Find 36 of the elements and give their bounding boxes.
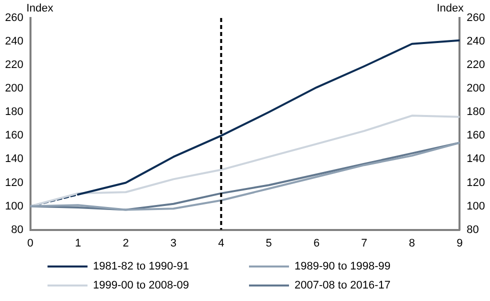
x-tick-label: 4 [218, 237, 224, 250]
y2-tick-label: 100 [466, 200, 486, 212]
y-tick-label: 120 [4, 176, 24, 189]
y2-tick-label: 220 [466, 59, 486, 72]
x-tick-label: 1 [74, 237, 82, 250]
y2-tick-label: 180 [466, 106, 486, 118]
y-tick-label: 200 [4, 82, 24, 95]
y2-tick-label: 140 [466, 153, 486, 166]
y2-tick-label: 240 [466, 36, 486, 48]
x-tick-label: 2 [122, 237, 129, 250]
y-tick-label: 260 [4, 12, 24, 24]
x-tick-label: 6 [313, 237, 320, 250]
y2-tick-label: 160 [466, 130, 486, 142]
y-tick-label: 220 [4, 59, 24, 72]
y2-tick-label: 80 [466, 224, 479, 236]
x-tick-label: 7 [361, 237, 368, 250]
y-tick-label: 100 [4, 200, 24, 212]
legend-label: 2007-08 to 2016-17 [294, 280, 442, 292]
y-tick-label: 240 [4, 36, 24, 48]
x-tick-label: 5 [266, 237, 272, 250]
x-tick-label: 3 [170, 237, 177, 250]
legend-label: 1989-90 to 1998-99 [294, 260, 442, 273]
y2-tick-label: 260 [466, 12, 486, 24]
y-axis-title: Index [26, 2, 54, 15]
y-tick-label: 160 [4, 130, 24, 142]
y-tick-label: 180 [4, 106, 24, 118]
x-tick-label: 9 [456, 237, 463, 250]
x-tick-label: 0 [27, 237, 34, 250]
legend-label: 1981-82 to 1990-91 [93, 260, 242, 273]
legend-label: 1999-00 to 2008-09 [93, 280, 242, 292]
y2-tick-label: 200 [466, 82, 486, 95]
x-tick-label: 8 [408, 237, 416, 250]
y2-axis-title: Index [436, 2, 464, 15]
y-tick-label: 80 [11, 224, 24, 236]
y2-tick-label: 120 [466, 176, 486, 189]
y-tick-label: 140 [4, 153, 24, 166]
